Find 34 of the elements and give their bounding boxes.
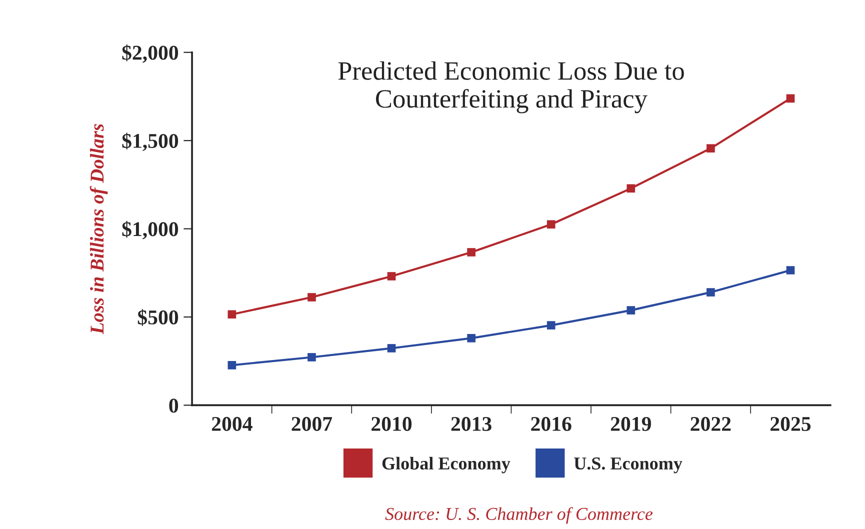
x-tick-label: 2007: [292, 416, 332, 431]
point: [308, 353, 316, 362]
x-tick-label: 2022: [690, 416, 731, 431]
point: [546, 321, 556, 330]
x-tick-label: 2025: [770, 416, 811, 431]
y-tick-label: $1,500: [122, 132, 178, 152]
legend-label: Global Economy: [382, 456, 510, 474]
point: [308, 293, 316, 302]
source-note: Source: U. S. Chamber of Commerce: [385, 507, 653, 524]
point: [387, 344, 396, 352]
y-tick-label: 0: [169, 398, 178, 413]
point: [786, 94, 795, 103]
y-axis-title: Loss in Billions of Dollars: [90, 124, 108, 334]
point: [228, 310, 236, 319]
x-tick-label: 2016: [531, 416, 572, 431]
legend-label: U.S. Economy: [574, 457, 682, 474]
x-tick-label: 2013: [451, 416, 492, 431]
point: [626, 306, 636, 314]
y-tick-label: $500: [138, 309, 178, 326]
y-tick-label: $2,000: [122, 44, 178, 63]
y-tick-label: $1,000: [122, 220, 178, 240]
x-tick-label: 2010: [372, 416, 412, 431]
x-tick-label: 2019: [610, 416, 651, 431]
text: Predicted Economic Loss Due to Counterfeiting and Piracy: [338, 61, 684, 114]
point: [626, 184, 636, 193]
point: [387, 272, 396, 280]
point: [228, 361, 236, 370]
point: [706, 288, 715, 296]
point: [706, 144, 715, 153]
point: [546, 220, 556, 229]
point: [467, 248, 476, 256]
x-tick-label: 2004: [212, 416, 252, 431]
point: [467, 334, 476, 342]
point: [786, 266, 795, 274]
